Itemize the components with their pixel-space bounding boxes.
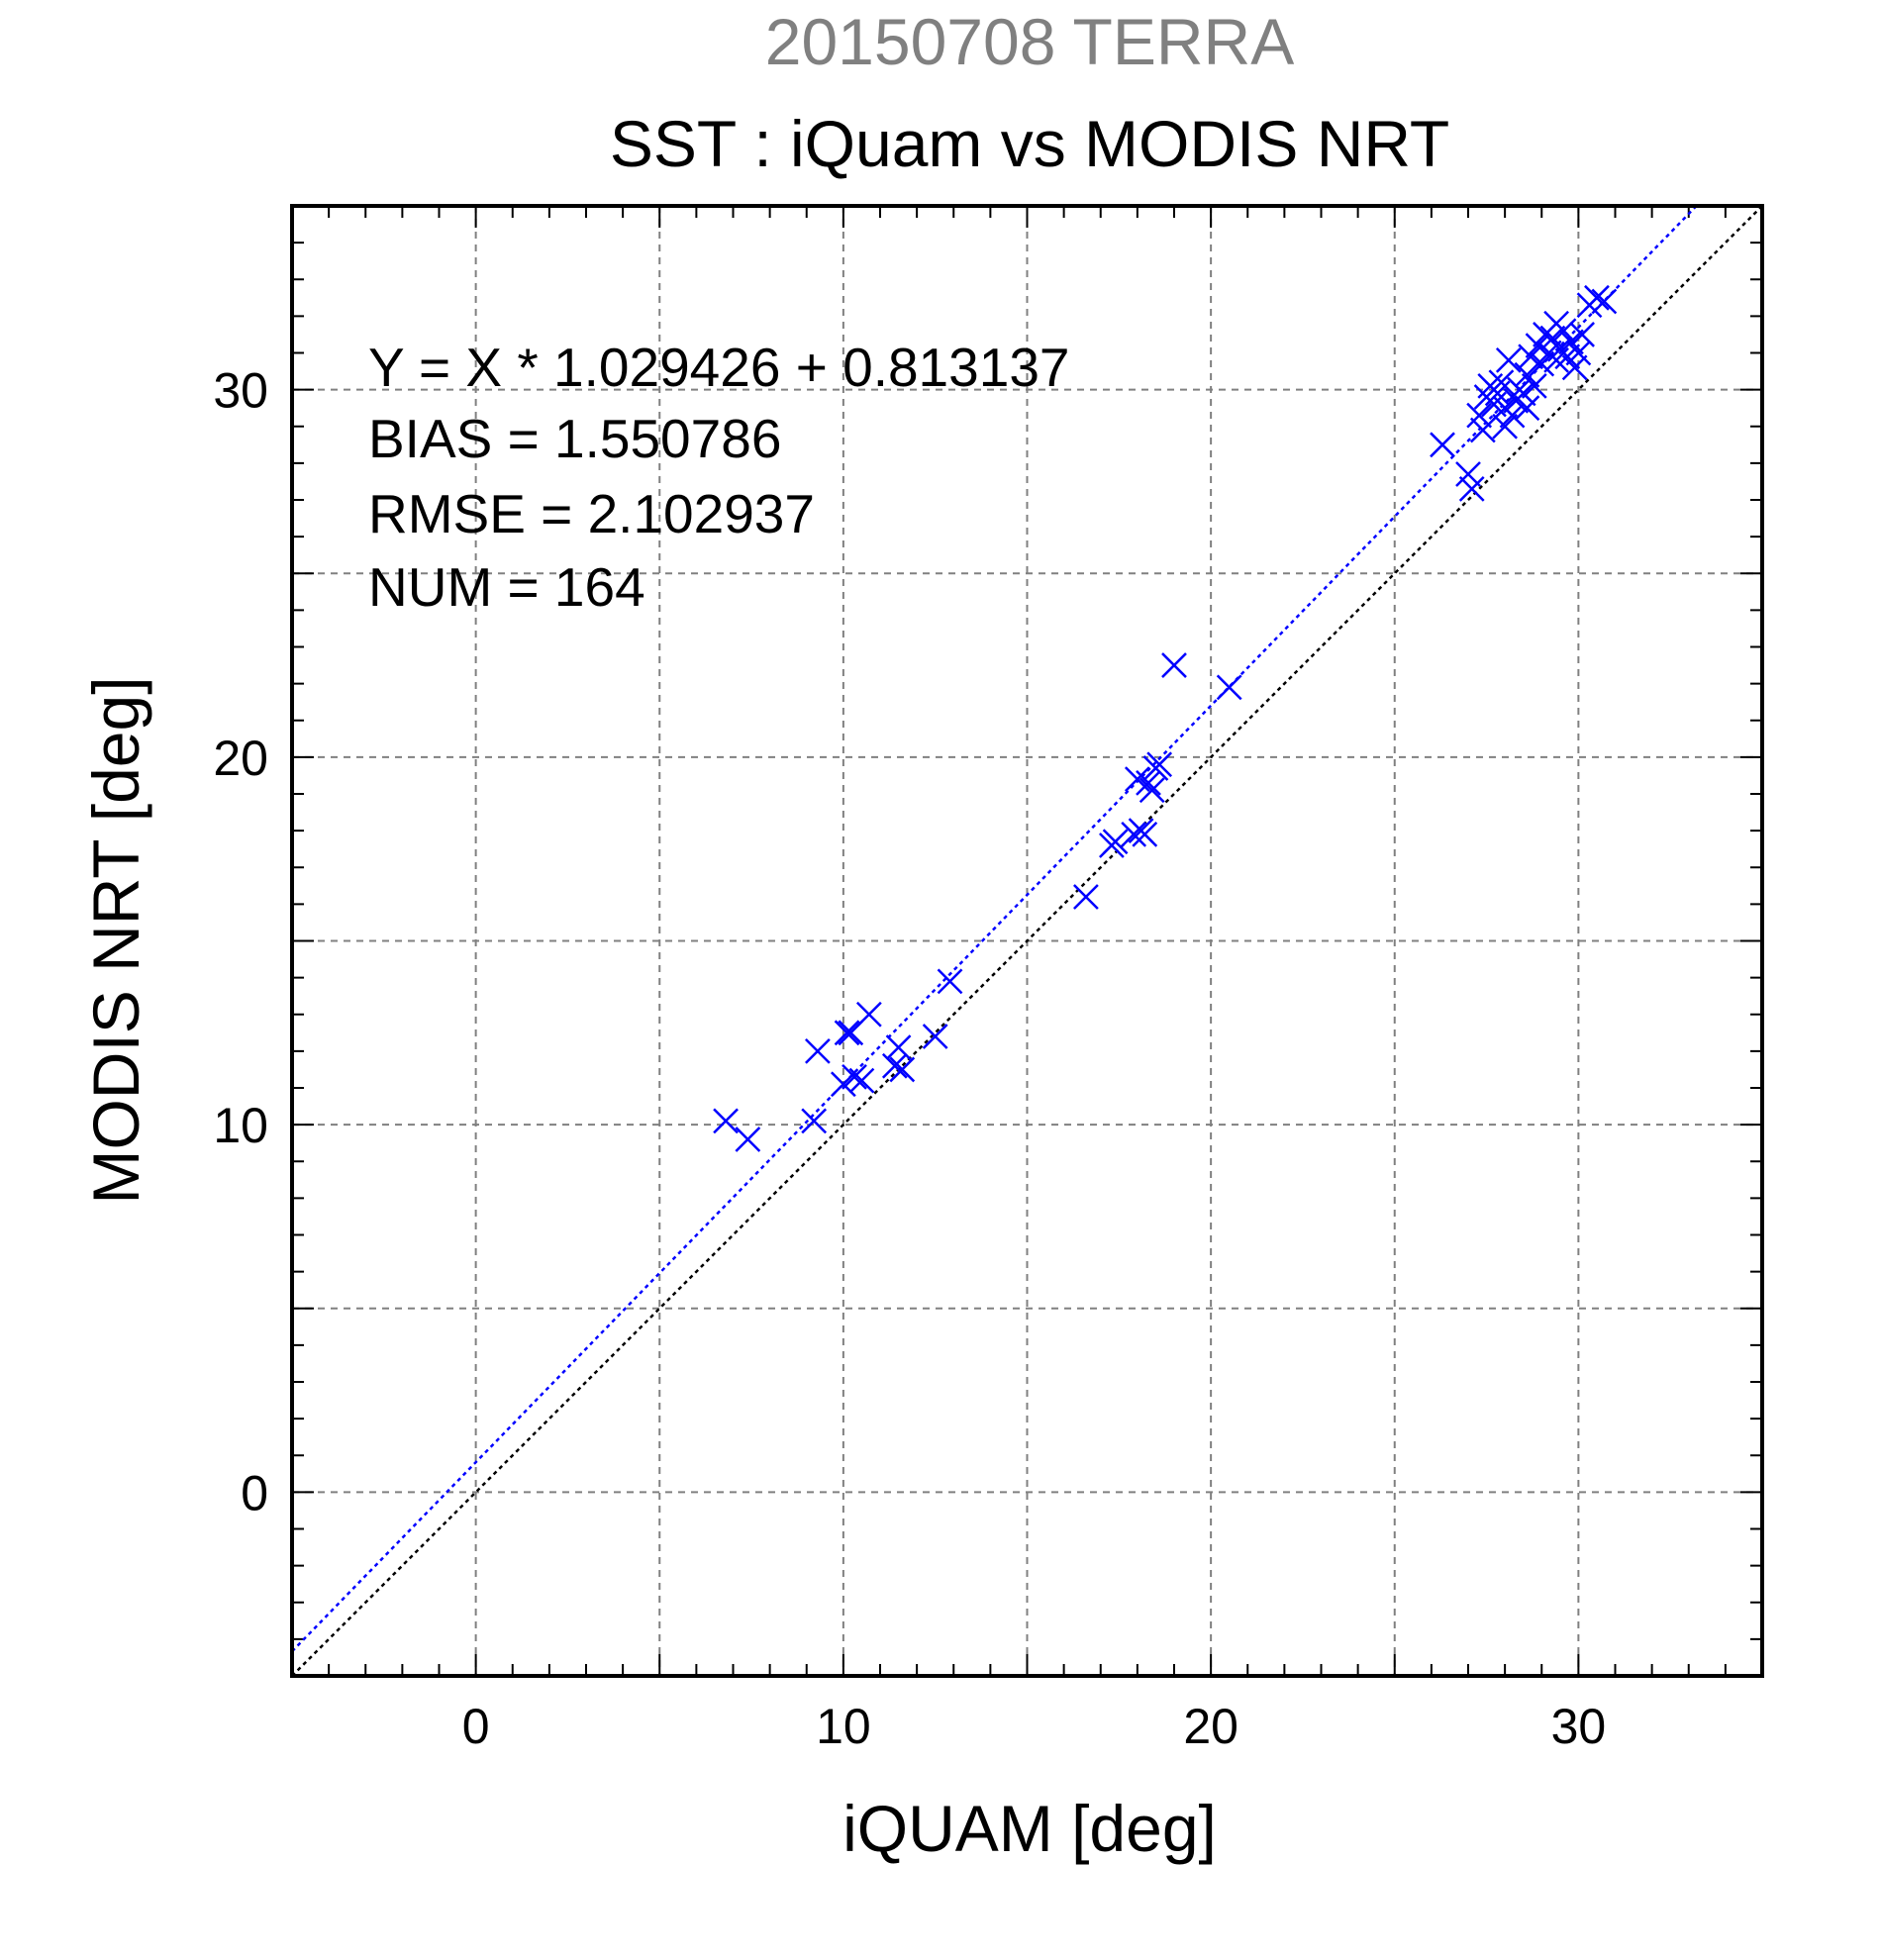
data-point (1430, 432, 1455, 458)
data-point (1136, 769, 1161, 796)
data-point (713, 1108, 739, 1134)
data-points (713, 284, 1618, 1152)
x-axis-label: iQUAM [deg] (842, 1792, 1217, 1865)
data-point (1132, 821, 1158, 847)
y-axis-label: MODIS NRT [deg] (79, 676, 152, 1204)
data-point (1569, 322, 1595, 347)
plot-frame (290, 204, 1764, 1678)
x-tick-label: 0 (462, 1699, 490, 1754)
y-tick-label: 10 (213, 1098, 268, 1153)
identity-line (291, 205, 1763, 1677)
data-point (1514, 395, 1540, 422)
data-point (735, 1127, 761, 1152)
stat-bias: BIAS = 1.550786 (368, 408, 781, 469)
data-point (1543, 347, 1569, 373)
data-point (937, 968, 963, 995)
data-point (855, 1001, 882, 1028)
data-point (1499, 402, 1526, 429)
data-point (1521, 373, 1547, 399)
tick-labels: 0 10 20 30 0 10 20 30 (213, 363, 1606, 1754)
data-point (1558, 329, 1584, 355)
data-point (1488, 369, 1515, 396)
stat-regression-equation: Y = X * 1.029426 + 0.813137 (368, 337, 1070, 398)
regression-line (291, 205, 1698, 1653)
data-point (1466, 402, 1493, 429)
x-tick-label: 20 (1183, 1699, 1238, 1754)
data-point (848, 1067, 875, 1094)
x-tick-label: 30 (1551, 1699, 1607, 1754)
y-tick-label: 30 (213, 363, 268, 419)
data-point (805, 1037, 831, 1064)
data-point (1561, 354, 1588, 381)
y-tick-label: 20 (213, 731, 268, 786)
data-point (1161, 652, 1187, 678)
data-point (1216, 674, 1242, 701)
reference-lines (291, 205, 1763, 1677)
data-point (1455, 461, 1481, 487)
data-point (834, 1020, 860, 1046)
data-point (1146, 751, 1173, 778)
data-point (1121, 821, 1147, 847)
data-point (1492, 413, 1519, 440)
data-point (1584, 284, 1610, 311)
data-point (1469, 417, 1496, 443)
stat-num: NUM = 164 (368, 556, 645, 618)
data-point (1458, 475, 1485, 502)
chart-title: SST : iQuam vs MODIS NRT (610, 107, 1449, 180)
data-point (922, 1024, 948, 1049)
data-point (1495, 347, 1522, 373)
stat-rmse: RMSE = 2.102937 (368, 483, 815, 544)
data-point (889, 1056, 916, 1083)
data-point (1102, 829, 1129, 855)
data-point (801, 1108, 828, 1134)
chart-date-title: 20150708 TERRA (765, 5, 1294, 78)
y-tick-label: 0 (241, 1465, 268, 1520)
data-point (1073, 884, 1099, 910)
data-point (1591, 288, 1618, 315)
data-point (1529, 350, 1555, 377)
x-tick-label: 10 (816, 1699, 871, 1754)
data-point (842, 1063, 867, 1090)
statistics-box: Y = X * 1.029426 + 0.813137 BIAS = 1.550… (368, 337, 1070, 618)
data-point (1138, 777, 1165, 804)
data-point (885, 1034, 912, 1061)
